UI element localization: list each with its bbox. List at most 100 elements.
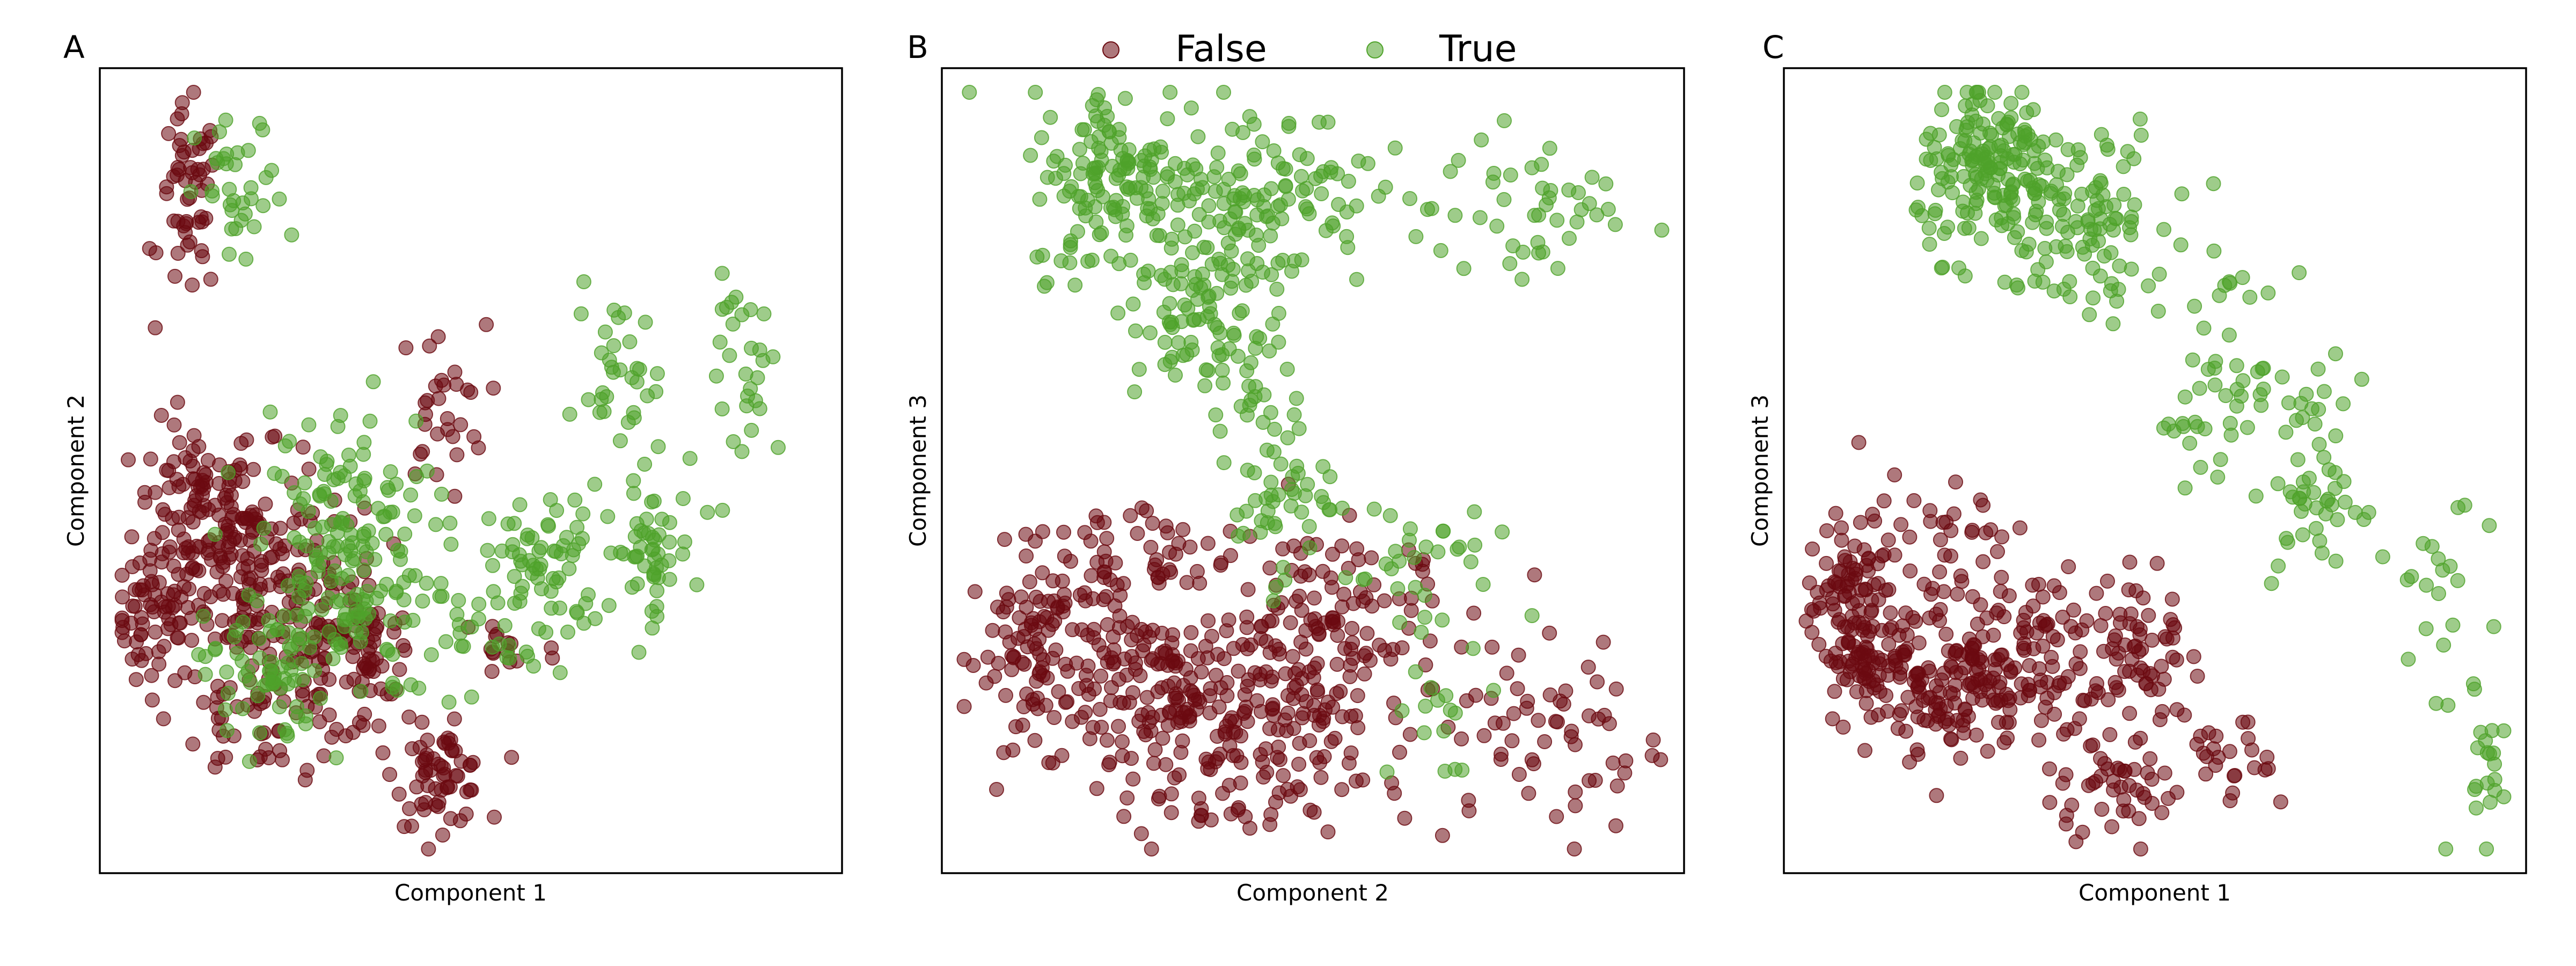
scatter-point-false bbox=[1818, 648, 1834, 664]
scatter-point-true bbox=[1973, 231, 1989, 246]
scatter-point-false bbox=[1194, 664, 1209, 680]
scatter-point-false bbox=[1895, 618, 1911, 634]
scatter-point-true bbox=[1497, 113, 1512, 128]
scatter-point-false bbox=[1960, 646, 1975, 661]
scatter-point-true bbox=[272, 699, 287, 715]
scatter-point-false bbox=[1325, 699, 1341, 715]
scatter-point-false bbox=[1093, 668, 1109, 684]
scatter-point-true bbox=[380, 643, 396, 658]
scatter-point-true bbox=[650, 439, 666, 455]
scatter-point-true bbox=[2097, 248, 2112, 264]
scatter-point-true bbox=[1247, 493, 1263, 508]
scatter-point-false bbox=[435, 828, 450, 843]
scatter-point-false bbox=[1980, 743, 1995, 759]
scatter-point-true bbox=[1216, 375, 1231, 391]
scatter-point-false bbox=[1237, 687, 1253, 702]
scatter-point-false bbox=[2072, 661, 2088, 676]
scatter-point-false bbox=[1078, 668, 1094, 683]
scatter-point-false bbox=[267, 428, 283, 444]
scatter-point-true bbox=[485, 639, 500, 655]
scatter-point-true bbox=[2229, 358, 2244, 374]
scatter-point-true bbox=[328, 750, 344, 766]
scatter-point-true bbox=[1279, 362, 1295, 377]
scatter-point-false bbox=[1804, 602, 1819, 617]
scatter-point-true bbox=[1430, 692, 1445, 708]
scatter-point-false bbox=[1145, 516, 1160, 531]
scatter-point-false bbox=[2072, 711, 2087, 727]
scatter-point-true bbox=[1230, 507, 1245, 523]
scatter-point-false bbox=[1617, 765, 1633, 781]
scatter-point-true bbox=[1940, 219, 1956, 235]
scatter-point-true bbox=[1110, 305, 1126, 321]
scatter-point-true bbox=[1418, 698, 1433, 714]
scatter-point-true bbox=[626, 405, 641, 420]
scatter-point-true bbox=[357, 471, 372, 486]
scatter-point-false bbox=[172, 138, 187, 153]
scatter-point-false bbox=[1270, 750, 1285, 765]
scatter-point-false bbox=[453, 753, 469, 769]
scatter-point-false bbox=[1609, 778, 1625, 794]
scatter-point-true bbox=[512, 594, 528, 609]
scatter-point-true bbox=[2120, 144, 2135, 159]
scatter-point-false bbox=[416, 802, 432, 817]
scatter-point-true bbox=[2270, 476, 2286, 492]
scatter-point-false bbox=[1016, 629, 1031, 644]
scatter-point-true bbox=[1301, 519, 1317, 534]
scatter-point-false bbox=[218, 749, 233, 765]
scatter-point-false bbox=[1973, 492, 1988, 508]
scatter-point-false bbox=[1262, 721, 1278, 736]
scatter-point-true bbox=[675, 491, 691, 506]
scatter-point-false bbox=[1006, 650, 1021, 665]
scatter-point-true bbox=[1187, 223, 1202, 239]
scatter-point-false bbox=[2060, 669, 2076, 684]
scatter-point-true bbox=[2213, 452, 2228, 467]
scatter-point-true bbox=[1985, 177, 2001, 193]
scatter-point-false bbox=[2038, 699, 2053, 715]
scatter-point-true bbox=[1063, 237, 1078, 252]
scatter-point-true bbox=[481, 511, 496, 526]
scatter-point-true bbox=[1128, 323, 1143, 339]
scatter-point-false bbox=[1283, 615, 1298, 631]
scatter-point-false bbox=[2106, 782, 2121, 797]
scatter-point-false bbox=[1083, 533, 1099, 549]
scatter-point-false bbox=[452, 813, 468, 829]
scatter-point-false bbox=[1986, 627, 2001, 643]
scatter-point-true bbox=[453, 638, 469, 654]
scatter-point-false bbox=[1183, 625, 1199, 640]
scatter-point-true bbox=[2036, 134, 2051, 150]
scatter-point-false bbox=[2014, 676, 2029, 692]
scatter-point-false bbox=[1932, 564, 1948, 580]
scatter-point-true bbox=[1407, 550, 1422, 565]
scatter-point-false bbox=[1922, 503, 1938, 518]
scatter-point-false bbox=[1099, 531, 1115, 546]
scatter-point-true bbox=[1090, 183, 1106, 198]
scatter-point-true bbox=[1067, 277, 1083, 293]
scatter-point-false bbox=[155, 546, 170, 561]
scatter-point-true bbox=[442, 515, 458, 531]
scatter-point-false bbox=[1863, 604, 1879, 620]
scatter-point-true bbox=[1080, 253, 1096, 269]
scatter-point-true bbox=[552, 601, 568, 616]
scatter-point-true bbox=[2039, 214, 2054, 230]
scatter-point-true bbox=[1934, 260, 1949, 276]
scatter-point-true bbox=[633, 539, 648, 555]
scatter-point-true bbox=[1562, 231, 1577, 246]
scatter-point-false bbox=[2031, 576, 2046, 592]
scatter-point-false bbox=[1198, 639, 1213, 654]
scatter-point-false bbox=[2226, 768, 2242, 784]
scatter-point-true bbox=[187, 130, 202, 146]
scatter-point-false bbox=[1099, 733, 1115, 748]
scatter-point-true bbox=[715, 502, 730, 518]
scatter-point-true bbox=[581, 392, 596, 407]
scatter-point-false bbox=[1342, 669, 1358, 684]
scatter-point-false bbox=[159, 179, 174, 195]
scatter-point-true bbox=[1298, 199, 1313, 215]
scatter-point-false bbox=[2140, 765, 2155, 781]
scatter-point-true bbox=[739, 398, 755, 414]
scatter-point-false bbox=[1262, 645, 1278, 660]
scatter-point-false bbox=[2075, 824, 2090, 840]
scatter-point-true bbox=[397, 614, 413, 630]
scatter-point-false bbox=[2241, 731, 2256, 747]
scatter-point-false bbox=[1329, 656, 1345, 672]
scatter-point-false bbox=[174, 95, 190, 111]
